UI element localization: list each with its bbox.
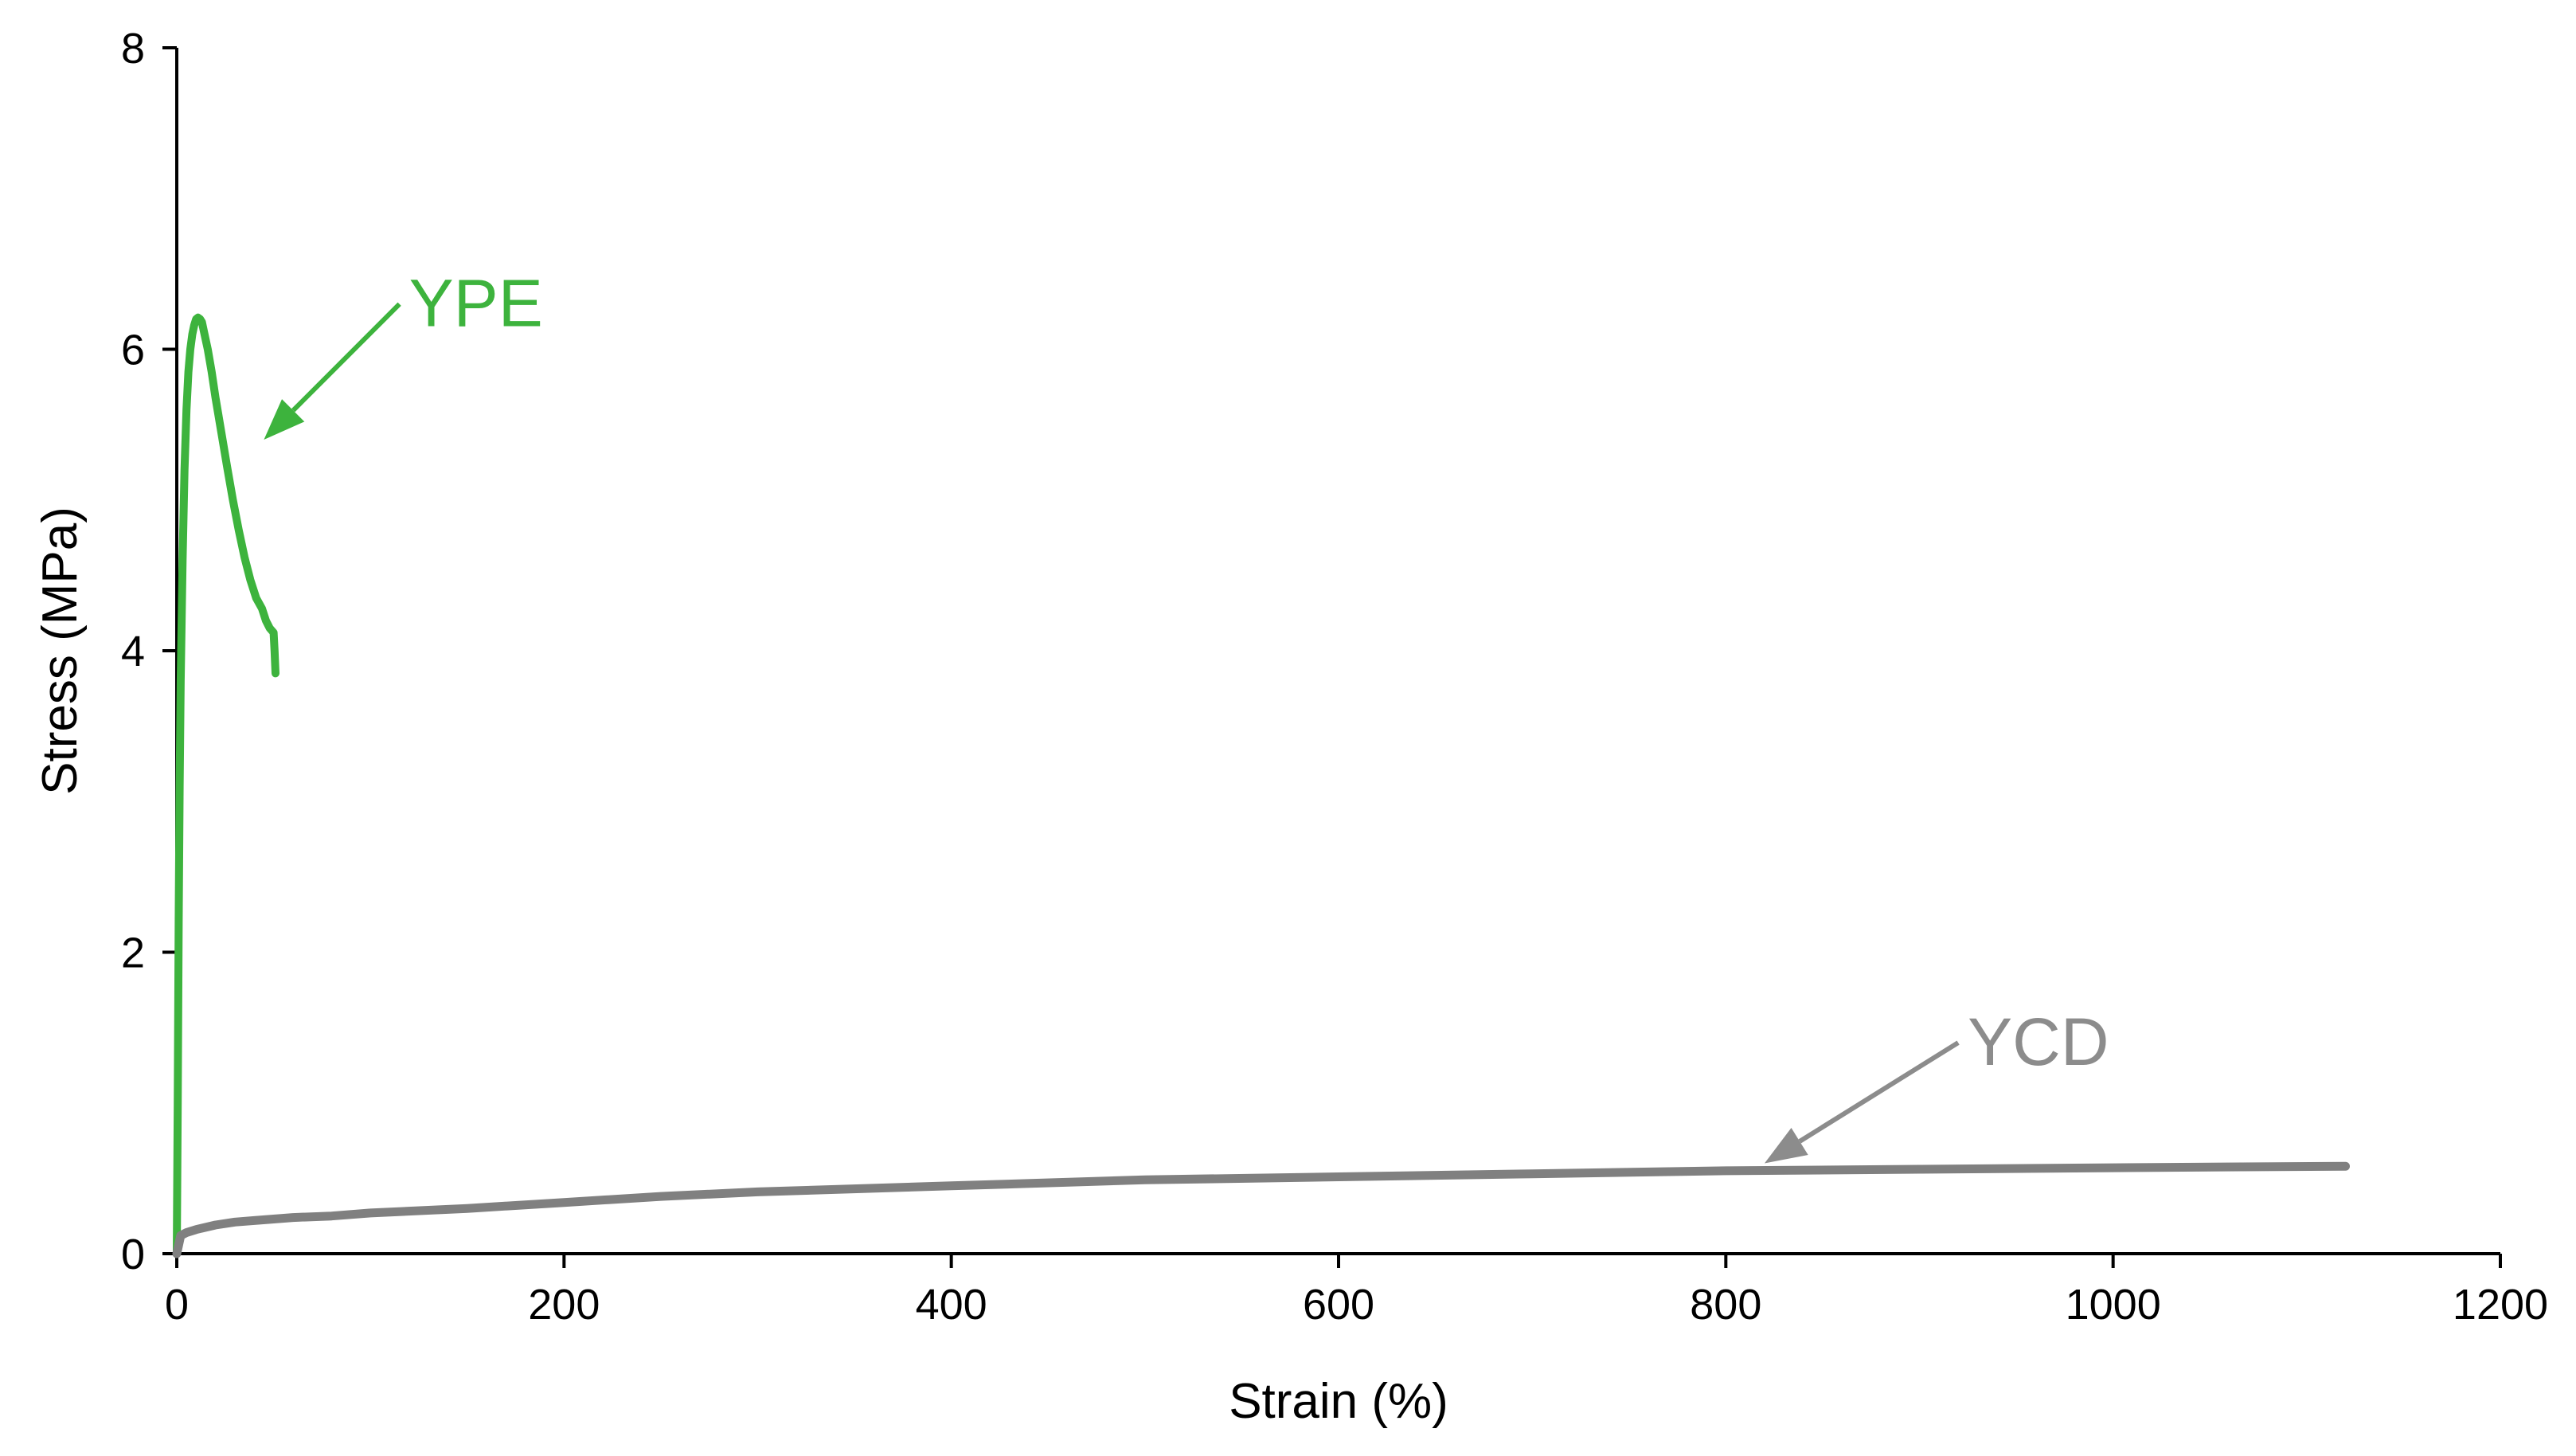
x-tick-label: 1200 (2453, 1281, 2548, 1329)
y-tick-label: 4 (121, 628, 145, 675)
series-layer (172, 313, 2350, 1258)
x-tick-label: 400 (916, 1281, 987, 1329)
x-tick-label: 800 (1690, 1281, 1761, 1329)
series-line-ype (173, 313, 279, 1258)
y-tick-label: 8 (121, 25, 145, 72)
annotation-arrow-line-ype (291, 302, 401, 413)
y-axis-title: Stress (MPa) (33, 507, 88, 795)
series-line-ycd (172, 1161, 2350, 1258)
x-tick-label: 600 (1303, 1281, 1374, 1329)
x-axis-title: Strain (%) (1229, 1374, 1448, 1429)
annotation-arrow-line-ycd (1798, 1040, 1960, 1144)
annotation-layer: YPE YCD (264, 266, 2109, 1164)
x-tick-label: 0 (165, 1281, 189, 1329)
x-tick-label: 1000 (2066, 1281, 2161, 1329)
annotation-arrow-head-ype (264, 399, 305, 440)
axes (175, 48, 2500, 1255)
y-tick-label: 2 (121, 930, 145, 977)
x-tick-label: 200 (528, 1281, 600, 1329)
y-ticks: 0 2 4 6 8 (121, 25, 177, 1278)
annotation-arrow-head-ycd (1764, 1127, 1808, 1164)
x-ticks: 0 200 400 600 800 1000 1200 (165, 1254, 2548, 1329)
y-tick-label: 0 (121, 1231, 145, 1278)
annotation-label-ycd: YCD (1968, 1004, 2109, 1079)
y-tick-label: 6 (121, 327, 145, 374)
annotation-label-ype: YPE (409, 266, 543, 341)
